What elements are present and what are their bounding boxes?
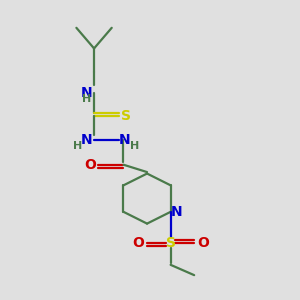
Text: O: O — [85, 158, 97, 172]
Text: O: O — [132, 236, 144, 250]
Text: O: O — [197, 236, 209, 250]
Text: H: H — [73, 141, 83, 151]
Text: S: S — [122, 109, 131, 123]
Text: N: N — [171, 205, 182, 219]
Text: N: N — [81, 85, 92, 100]
Text: H: H — [82, 94, 91, 104]
Text: H: H — [130, 141, 139, 151]
Text: N: N — [119, 133, 131, 147]
Text: N: N — [81, 133, 92, 147]
Text: S: S — [166, 236, 176, 250]
